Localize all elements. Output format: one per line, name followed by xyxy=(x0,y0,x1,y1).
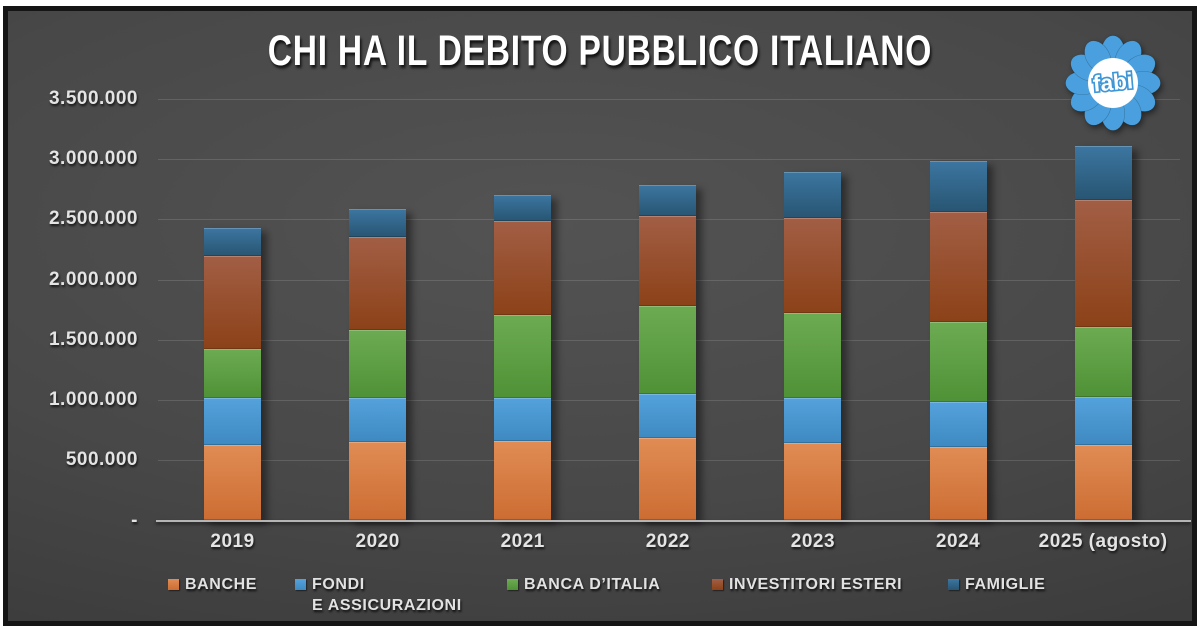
bar-column-2024 xyxy=(929,161,987,521)
bar-segment-banche xyxy=(494,440,552,521)
x-axis-label: 2024 xyxy=(935,531,981,552)
x-axis-label: 2020 xyxy=(355,531,400,552)
bar-segment-investitori-esteri xyxy=(784,217,842,314)
bar-column-2025agosto xyxy=(1074,145,1132,521)
bar-column-2022 xyxy=(639,185,697,521)
bar-column-2021 xyxy=(494,194,552,521)
bar-segment-fondi-e-assicurazioni xyxy=(1074,397,1132,446)
y-axis-tick-label: 500.000 xyxy=(65,449,138,471)
bar-segment-banche xyxy=(784,443,842,521)
x-axis-label: 2023 xyxy=(790,531,836,552)
bar-column-2020 xyxy=(349,209,407,521)
legend-item-banca-ditalia: BANCA D’ITALIA xyxy=(507,574,660,595)
bar-segment-famiglie xyxy=(639,185,697,217)
gridline-3500000 xyxy=(158,99,1180,100)
legend-label-line: BANCHE xyxy=(185,576,258,593)
bar-segment-investitori-esteri xyxy=(929,212,987,323)
bar-segment-banche xyxy=(349,442,407,521)
slide-background: CHI HA IL DEBITO PUBBLICO ITALIANO 3.500… xyxy=(3,6,1197,626)
bar-segment-banca-ditalia xyxy=(929,322,987,402)
x-axis-line xyxy=(156,519,1191,522)
bar-segment-investitori-esteri xyxy=(204,255,262,349)
bar-segment-banca-ditalia xyxy=(494,315,552,398)
y-axis-tick-label: 2.000.000 xyxy=(48,268,138,290)
legend-label-line: FAMIGLIE xyxy=(965,576,1046,593)
legend-swatch-investitori-esteri xyxy=(712,579,723,590)
x-axis-label: 2021 xyxy=(500,531,545,552)
bar-segment-banca-ditalia xyxy=(349,330,407,399)
legend-label-fondi-e-assicurazioni: FONDI E ASSICURAZIONI xyxy=(312,574,462,616)
logo-text: fabi xyxy=(1092,68,1134,96)
legend-label-line: BANCA D’ITALIA xyxy=(524,576,661,593)
legend-item-famiglie: FAMIGLIE xyxy=(948,574,1045,595)
y-axis-tick-label: 3.500.000 xyxy=(48,88,138,109)
legend-item-fondi-e-assicurazioni: FONDI E ASSICURAZIONI xyxy=(295,574,462,616)
legend-label-famiglie: FAMIGLIE xyxy=(965,574,1045,595)
legend-label-line: INVESTITORI ESTERI xyxy=(729,576,903,593)
legend-swatch-banche xyxy=(168,579,179,590)
legend-item-investitori-esteri: INVESTITORI ESTERI xyxy=(712,574,902,595)
x-axis-label: 2022 xyxy=(645,531,690,552)
x-axis-label: 2025 (agosto) xyxy=(1038,531,1168,552)
gridline-3000000 xyxy=(158,159,1180,161)
bar-segment-fondi-e-assicurazioni xyxy=(494,397,552,441)
bar-segment-banca-ditalia xyxy=(204,348,262,399)
bar-segment-banche xyxy=(204,444,262,521)
chart-title: CHI HA IL DEBITO PUBBLICO ITALIANO xyxy=(8,27,1192,76)
bar-segment-investitori-esteri xyxy=(494,220,552,316)
y-axis-tick-label: 1.000.000 xyxy=(48,389,138,411)
bar-segment-fondi-e-assicurazioni xyxy=(639,394,697,438)
y-axis-tick-label: 3.000.000 xyxy=(48,148,138,170)
bar-segment-banche xyxy=(929,447,987,521)
bar-column-2023 xyxy=(784,171,842,521)
legend-label-banche: BANCHE xyxy=(185,574,257,595)
legend-label-line: E ASSICURAZIONI xyxy=(312,597,462,614)
bar-segment-famiglie xyxy=(349,209,407,237)
chart-title-text: CHI HA IL DEBITO PUBBLICO ITALIANO xyxy=(267,27,933,75)
fabi-logo: fabi xyxy=(1065,35,1161,131)
bar-segment-banche xyxy=(1074,445,1132,521)
y-axis-tick-label: - xyxy=(131,509,138,531)
legend-swatch-fondi-e-assicurazioni xyxy=(295,579,306,590)
y-axis-tick-label: 2.500.000 xyxy=(48,208,138,230)
bar-segment-investitori-esteri xyxy=(349,236,407,331)
legend-label-investitori-esteri: INVESTITORI ESTERI xyxy=(729,574,902,595)
bar-segment-banca-ditalia xyxy=(639,306,697,394)
legend-swatch-famiglie xyxy=(948,579,959,590)
bar-segment-fondi-e-assicurazioni xyxy=(784,398,842,444)
x-axis-label: 2019 xyxy=(210,531,255,552)
bar-segment-famiglie xyxy=(784,171,842,218)
bar-segment-famiglie xyxy=(929,161,987,213)
bar-segment-investitori-esteri xyxy=(1074,200,1132,328)
bar-segment-famiglie xyxy=(494,194,552,221)
legend-swatch-banca-ditalia xyxy=(507,579,518,590)
bar-segment-fondi-e-assicurazioni xyxy=(204,398,262,445)
y-axis-tick-label: 1.500.000 xyxy=(48,328,138,350)
legend-label-line: FONDI xyxy=(312,576,365,593)
legend-item-banche: BANCHE xyxy=(168,574,257,595)
bar-segment-banche xyxy=(639,437,697,521)
bar-segment-famiglie xyxy=(204,227,262,256)
bar-segment-investitori-esteri xyxy=(639,216,697,307)
legend-label-banca-ditalia: BANCA D’ITALIA xyxy=(524,574,660,595)
bar-segment-banca-ditalia xyxy=(784,313,842,399)
bar-segment-famiglie xyxy=(1074,145,1132,201)
logo-center-circle xyxy=(1088,58,1138,108)
bar-segment-fondi-e-assicurazioni xyxy=(929,401,987,447)
bar-segment-fondi-e-assicurazioni xyxy=(349,398,407,443)
bar-segment-banca-ditalia xyxy=(1074,327,1132,398)
bar-column-2019 xyxy=(204,227,262,521)
